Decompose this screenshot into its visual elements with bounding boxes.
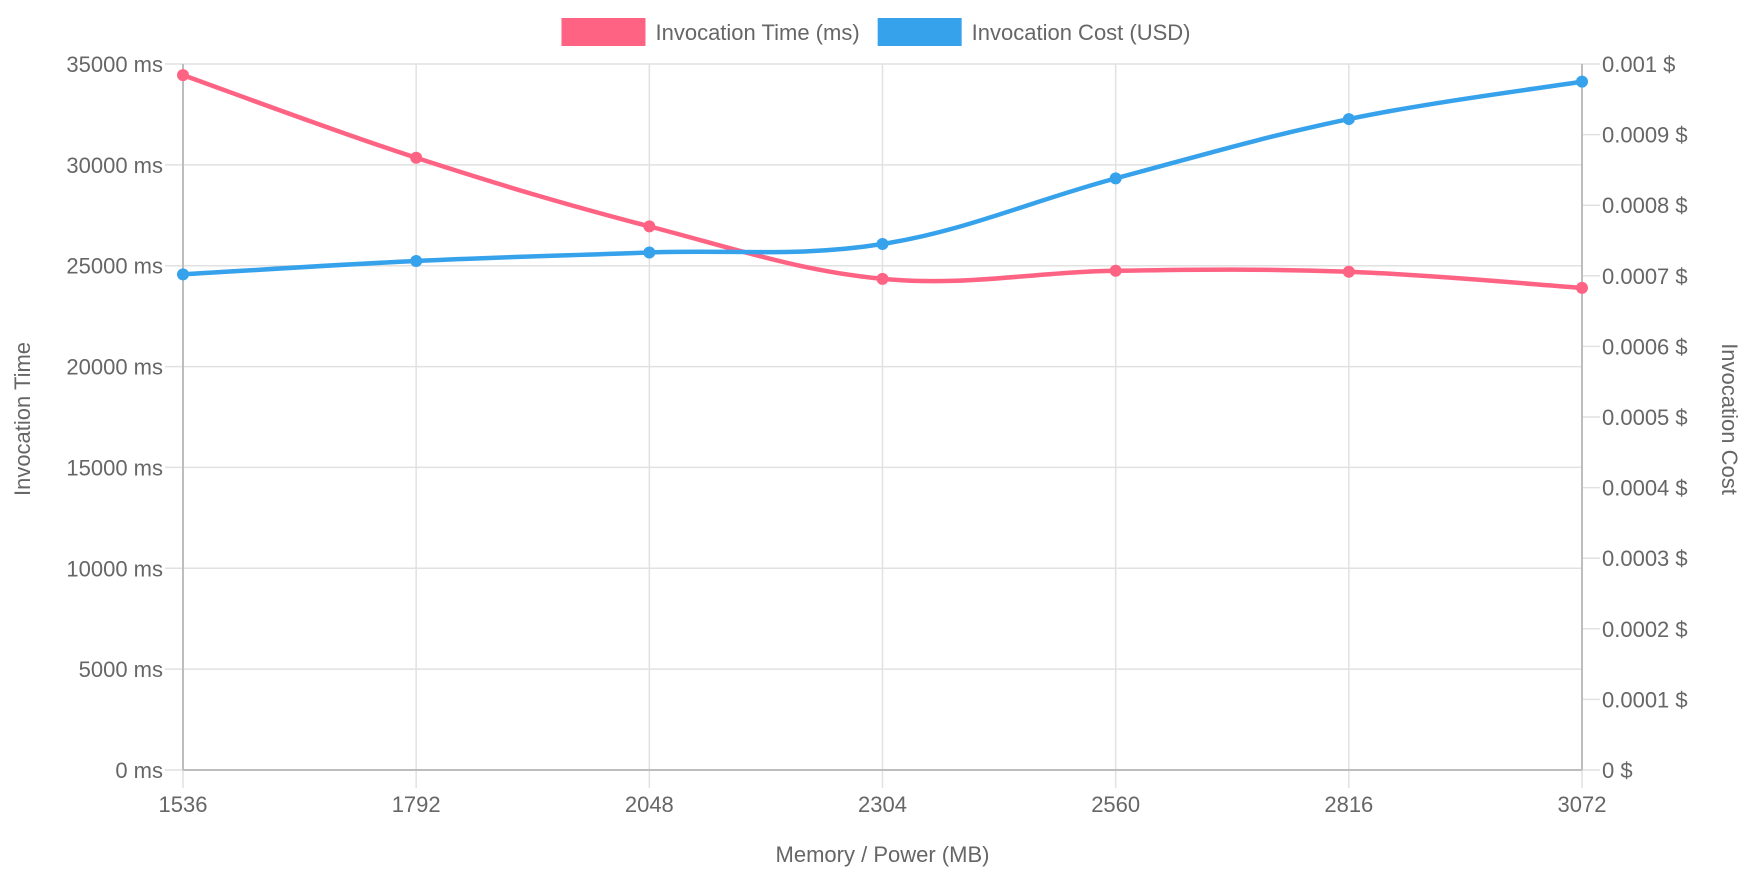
y-right-tick-label: 0.0005 $ <box>1602 405 1688 430</box>
y-left-tick-label: 20000 ms <box>66 355 163 380</box>
y-left-axis-title: Invocation Time <box>10 342 35 496</box>
data-point-cost[interactable] <box>643 246 656 259</box>
data-point-time[interactable] <box>410 151 423 164</box>
y-left-tick-label: 25000 ms <box>66 254 163 279</box>
y-left-tick-label: 35000 ms <box>66 52 163 77</box>
legend-item-cost[interactable]: Invocation Cost (USD) <box>877 18 1191 46</box>
y-left-tick-label: 30000 ms <box>66 153 163 178</box>
grid <box>165 63 1600 788</box>
y-right-tick-label: 0.0007 $ <box>1602 264 1688 289</box>
data-point-time[interactable] <box>1109 264 1122 277</box>
y-right-tick-label: 0.0001 $ <box>1602 687 1688 712</box>
y-right-tick-label: 0.0002 $ <box>1602 617 1688 642</box>
y-left-tick-label: 10000 ms <box>66 556 163 581</box>
y-left-tick-label: 5000 ms <box>79 657 163 682</box>
data-point-time[interactable] <box>177 69 189 82</box>
data-point-cost[interactable] <box>410 254 423 267</box>
data-point-time[interactable] <box>643 220 656 233</box>
x-tick-label: 3072 <box>1558 792 1607 817</box>
data-point-cost[interactable] <box>1342 113 1355 126</box>
data-point-cost[interactable] <box>177 268 189 281</box>
data-point-time[interactable] <box>876 272 889 285</box>
axes: 0 ms 5000 ms 10000 ms 15000 ms 20000 ms 25000… <box>66 52 1687 817</box>
y-right-tick-label: 0.0008 $ <box>1602 193 1688 218</box>
x-tick-label: 1536 <box>159 792 208 817</box>
y-right-tick-label: 0.0004 $ <box>1602 476 1688 501</box>
data-point-cost[interactable] <box>876 238 889 251</box>
data-point-cost[interactable] <box>1109 172 1122 185</box>
y-right-tick-label: 0 $ <box>1602 758 1633 783</box>
legend-swatch-cost <box>877 18 962 46</box>
data-point-cost[interactable] <box>1576 75 1588 88</box>
legend: Invocation Time (ms) Invocation Cost (USD… <box>561 18 1191 46</box>
series-time <box>177 69 1588 294</box>
x-tick-label: 2304 <box>858 792 907 817</box>
x-tick-label: 2560 <box>1091 792 1140 817</box>
x-tick-label: 1792 <box>392 792 441 817</box>
legend-swatch-time <box>561 18 646 46</box>
x-tick-label: 2048 <box>625 792 674 817</box>
data-point-time[interactable] <box>1576 281 1588 294</box>
y-right-axis-title: Invocation Cost <box>1717 343 1742 495</box>
series <box>177 69 1588 294</box>
legend-item-time[interactable]: Invocation Time (ms) <box>561 18 860 46</box>
y-right-tick-label: 0.0009 $ <box>1602 123 1688 148</box>
y-left-tick-label: 0 ms <box>115 758 163 783</box>
y-right-tick-label: 0.001 $ <box>1602 52 1675 77</box>
legend-label-cost: Invocation Cost (USD) <box>972 20 1191 45</box>
y-right-tick-label: 0.0006 $ <box>1602 334 1688 359</box>
x-axis-title: Memory / Power (MB) <box>776 842 990 867</box>
y-left-tick-label: 15000 ms <box>66 455 163 480</box>
data-point-time[interactable] <box>1342 265 1355 278</box>
legend-label-time: Invocation Time (ms) <box>655 20 859 45</box>
y-right-tick-label: 0.0003 $ <box>1602 546 1688 571</box>
series-cost <box>177 75 1588 281</box>
x-tick-label: 2816 <box>1324 792 1373 817</box>
